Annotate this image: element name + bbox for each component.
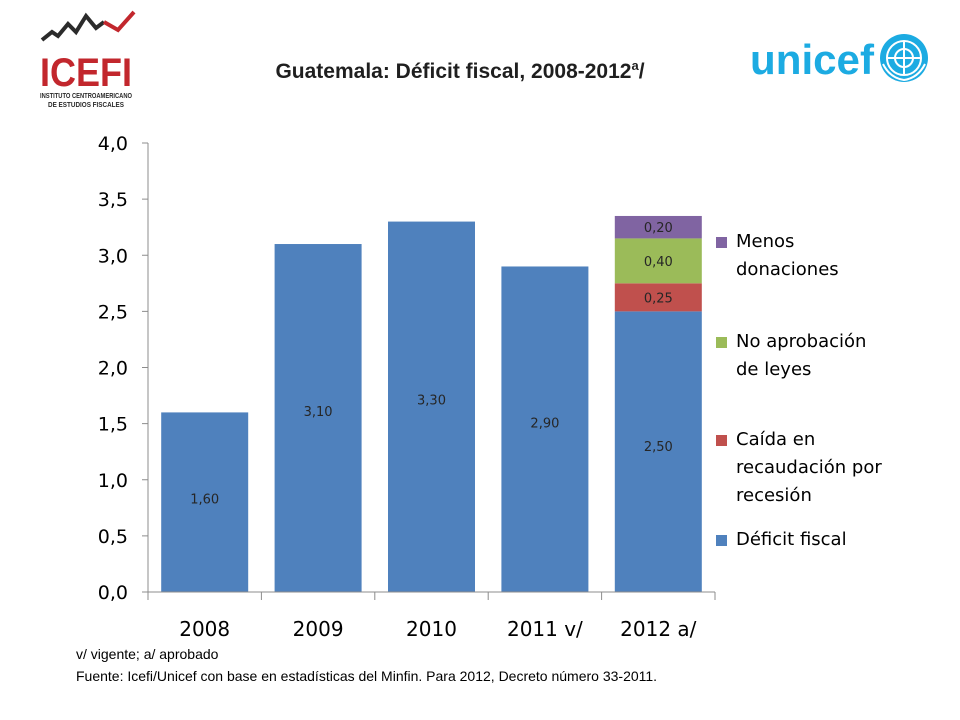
icefi-logo-peaks [40, 12, 106, 42]
data-label: 0,25 [644, 291, 673, 306]
icefi-logo: ICEFI INSTITUTO CENTROAMERICANO DE ESTUD… [40, 10, 136, 109]
legend-label-line: No aprobación [736, 331, 867, 352]
y-tick-label: 3,0 [98, 245, 128, 267]
y-tick-label: 2,0 [98, 358, 128, 380]
unicef-logo: unicef [750, 34, 928, 83]
legend-label: Déficit fiscal [736, 526, 926, 554]
x-tick-label: 2010 [406, 617, 457, 641]
legend-label-line: Menos [736, 231, 795, 252]
data-label: 0,40 [644, 255, 673, 270]
legend-label: Menos donaciones [736, 228, 926, 284]
y-tick-label: 2,5 [98, 301, 128, 323]
unicef-emblem-icon [880, 34, 928, 82]
x-tick-label: 2011 v/ [507, 617, 583, 641]
legend-label-line: donaciones [736, 259, 839, 280]
y-tick-label: 4,0 [98, 133, 128, 155]
legend-swatch [716, 435, 727, 446]
legend-label-line: Caída en [736, 429, 816, 450]
y-tick-label: 0,0 [98, 582, 128, 604]
bar-segment [161, 412, 249, 592]
legend-swatch [716, 337, 727, 348]
legend-swatch [716, 237, 727, 248]
legend-label-line: recesión [736, 485, 812, 506]
bar-segment [614, 215, 702, 239]
footnote-source: Fuente: Icefi/Unicef con base en estadís… [76, 668, 658, 684]
unicef-logo-text: unicef [750, 36, 875, 83]
legend-label: Caída en recaudación por recesión [736, 426, 926, 510]
x-tick-label: 2012 a/ [620, 617, 697, 641]
data-label: 1,60 [190, 493, 219, 508]
footnote-abbreviations: v/ vigente; a/ aprobado [76, 646, 219, 662]
icefi-logo-arrow [103, 10, 136, 33]
legend-label: No aprobación de leyes [736, 328, 926, 384]
legend-label-line: Déficit fiscal [736, 529, 847, 550]
bar-segment [274, 244, 362, 592]
icefi-logo-text: ICEFI [40, 51, 132, 95]
chart-title-sup: a [631, 58, 639, 73]
data-label: 2,50 [644, 440, 673, 455]
legend-label-line: de leyes [736, 359, 812, 380]
data-label: 2,90 [530, 417, 559, 432]
icefi-logo-subtext-2: DE ESTUDIOS FISCALES [48, 100, 124, 109]
bar-segment [614, 283, 702, 312]
y-tick-label: 0,5 [98, 526, 128, 548]
y-tick-label: 3,5 [98, 189, 128, 211]
bar-segment [614, 311, 702, 592]
chart-title-suffix: / [638, 60, 645, 83]
data-label: 0,20 [644, 221, 673, 236]
y-tick-label: 1,0 [98, 470, 128, 492]
y-tick-label: 1,5 [98, 414, 128, 436]
data-label: 3,10 [304, 405, 333, 420]
bar-segment [501, 266, 589, 592]
chart-title-text: Guatemala: Déficit fiscal, 2008-2012 [275, 60, 632, 83]
x-tick-label: 2009 [293, 617, 344, 641]
data-label: 3,30 [417, 393, 446, 408]
icefi-logo-subtext-1: INSTITUTO CENTROAMERICANO [40, 91, 132, 100]
x-tick-label: 2008 [179, 617, 230, 641]
legend-swatch [716, 535, 727, 546]
bar-segment [388, 221, 475, 592]
legend-label-line: recaudación por [736, 457, 882, 478]
bar-segment [614, 238, 702, 284]
chart-title: Guatemala: Déficit fiscal, 2008-2012a/ [200, 58, 720, 84]
